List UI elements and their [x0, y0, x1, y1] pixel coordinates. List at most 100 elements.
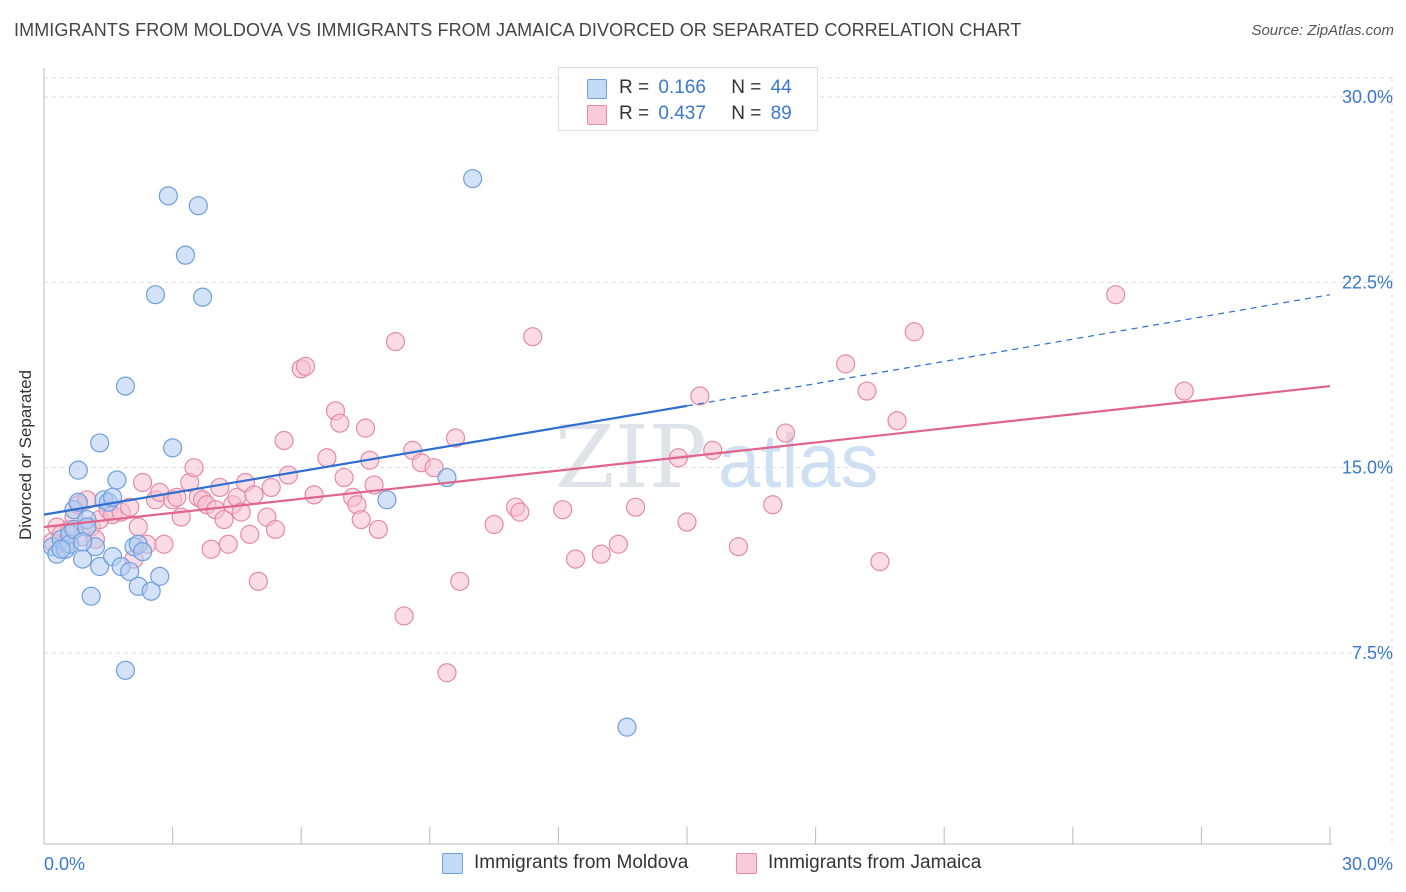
- jamaica-point: [625, 497, 646, 517]
- jamaica-trend-line: [43, 385, 1331, 529]
- moldova-point: [81, 586, 101, 606]
- jamaica-point: [385, 332, 406, 352]
- jamaica-legend-label: Immigrants from Jamaica: [768, 852, 982, 873]
- y-axis-label: Divorced or Separated: [16, 369, 35, 541]
- jamaica-point: [261, 477, 281, 498]
- jamaica-point: [248, 571, 268, 591]
- jamaica-point: [523, 327, 543, 347]
- jamaica-point: [184, 458, 204, 478]
- jamaica-point: [703, 440, 723, 460]
- jamaica-point: [450, 571, 470, 591]
- jamaica-point: [334, 467, 354, 488]
- moldova-legend-label: Immigrants from Moldova: [474, 852, 689, 873]
- y-tick-label: 7.5%: [1352, 643, 1393, 663]
- jamaica-r-value: 0.437: [658, 103, 706, 124]
- y-tick-label: 30.0%: [1342, 87, 1393, 107]
- jamaica-point: [728, 537, 749, 557]
- axes: [43, 68, 1332, 845]
- jamaica-point: [317, 448, 337, 468]
- moldova-point: [150, 566, 170, 586]
- jamaica-point: [690, 386, 710, 406]
- jamaica-n-label: N =: [731, 103, 762, 124]
- jamaica-legend-swatch: [736, 853, 757, 874]
- moldova-trend-extension: [686, 294, 1331, 407]
- jamaica-point: [330, 413, 350, 433]
- moldova-point: [193, 287, 213, 307]
- moldova-point: [188, 196, 208, 216]
- jamaica-point: [608, 534, 629, 554]
- jamaica-point: [1174, 381, 1194, 401]
- moldova-point: [115, 376, 136, 396]
- jamaica-point: [265, 519, 286, 540]
- moldova-point: [141, 581, 161, 601]
- jamaica-n-value: 89: [770, 103, 792, 124]
- data-points: [42, 168, 1194, 737]
- jamaica-point: [244, 485, 264, 505]
- moldova-point: [68, 492, 88, 512]
- moldova-point: [72, 532, 93, 552]
- jamaica-point: [763, 495, 783, 515]
- moldova-r-value: 0.166: [658, 77, 706, 98]
- jamaica-point: [1106, 285, 1126, 305]
- jamaica-point: [565, 549, 586, 569]
- moldova-trend-line: [43, 404, 688, 516]
- jamaica-point: [437, 663, 457, 683]
- jamaica-point: [887, 411, 907, 431]
- moldova-point: [377, 490, 397, 510]
- jamaica-point: [210, 477, 230, 498]
- jamaica-swatch: [587, 105, 607, 125]
- jamaica-point: [836, 354, 856, 374]
- moldova-point: [107, 470, 127, 490]
- moldova-point: [115, 660, 136, 680]
- moldova-point: [90, 433, 110, 453]
- jamaica-point: [424, 458, 444, 478]
- tick-labels: 7.5% 15.0% 22.5% 30.0% 0.0% 30.0%: [44, 87, 1393, 874]
- moldova-point: [120, 561, 140, 582]
- jamaica-r-label: R =: [619, 103, 650, 124]
- jamaica-point: [128, 517, 148, 537]
- jamaica-point: [201, 539, 221, 559]
- moldova-n-value: 44: [770, 77, 792, 98]
- moldova-point: [51, 539, 71, 559]
- jamaica-point: [240, 524, 260, 544]
- jamaica-point: [510, 502, 530, 522]
- jamaica-point: [351, 509, 371, 530]
- jamaica-point: [591, 544, 611, 564]
- moldova-point: [463, 168, 483, 189]
- jamaica-point: [214, 509, 234, 530]
- moldova-point: [90, 556, 110, 577]
- moldova-point: [68, 460, 88, 480]
- jamaica-point: [857, 381, 877, 401]
- jamaica-point: [553, 500, 573, 520]
- moldova-r-label: R =: [619, 77, 650, 98]
- moldova-point: [617, 717, 637, 737]
- moldova-point: [145, 285, 166, 305]
- jamaica-point: [120, 497, 140, 517]
- moldova-swatch: [587, 79, 607, 99]
- moldova-n-label: N =: [731, 77, 762, 98]
- trend-lines: [43, 294, 1331, 529]
- jamaica-point: [274, 430, 294, 451]
- moldova-legend-swatch: [442, 853, 463, 874]
- y-tick-label: 15.0%: [1342, 458, 1393, 478]
- jamaica-point: [484, 514, 504, 535]
- jamaica-point: [295, 356, 316, 376]
- x-tick-label-min: 0.0%: [44, 854, 85, 874]
- moldova-point: [158, 186, 178, 206]
- jamaica-point: [870, 551, 890, 572]
- jamaica-point: [394, 606, 414, 626]
- jamaica-point: [355, 418, 376, 438]
- jamaica-point: [677, 512, 697, 532]
- moldova-point: [163, 438, 183, 458]
- jamaica-point: [218, 534, 238, 554]
- jamaica-point: [445, 428, 466, 448]
- y-tick-label: 22.5%: [1342, 272, 1393, 292]
- jamaica-point: [304, 485, 324, 505]
- jamaica-point: [154, 534, 174, 554]
- correlation-legend: R = 0.166 N = 44 R = 0.437 N = 89: [558, 67, 818, 131]
- watermark-atlas: atlas: [718, 419, 879, 504]
- jamaica-point: [368, 519, 388, 540]
- moldova-point: [175, 245, 196, 265]
- chart-title: IMMIGRANTS FROM MOLDOVA VS IMMIGRANTS FR…: [14, 20, 1022, 40]
